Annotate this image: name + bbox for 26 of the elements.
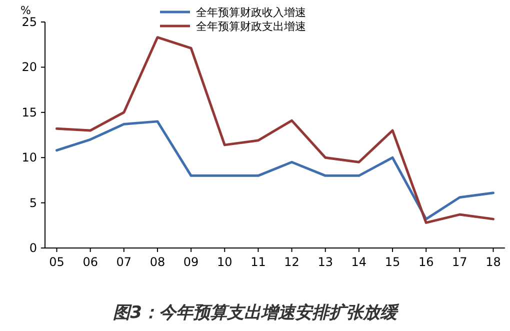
legend-label: 全年预算财政支出增速: [196, 20, 306, 33]
x-tick-label: 06: [82, 255, 98, 269]
line-series: [56, 36, 494, 224]
y-tick-label: 20: [22, 60, 37, 74]
x-tick-label: 17: [452, 255, 468, 269]
x-tick-label: 05: [49, 255, 64, 269]
x-tick-label: 07: [116, 255, 132, 269]
y-tick-label: 10: [22, 150, 37, 165]
line-series: [56, 120, 494, 220]
x-tick-label: 09: [183, 255, 199, 269]
x-tick-label: 16: [418, 255, 434, 269]
y-tick-label: 0: [29, 241, 37, 255]
x-tick-label: 11: [250, 255, 266, 269]
x-tick-label: 15: [384, 255, 400, 269]
x-tick-label: 12: [284, 255, 300, 269]
y-tick-label: 15: [22, 105, 37, 120]
x-tick-label: 13: [318, 255, 334, 269]
y-axis-title: %: [20, 4, 31, 17]
x-tick-label: 18: [486, 255, 501, 269]
y-tick-label: 25: [22, 15, 37, 29]
x-tick-label: 08: [150, 255, 166, 269]
x-tick-label: 10: [216, 255, 232, 269]
y-tick-label: 5: [29, 196, 37, 210]
x-tick-label: 14: [351, 255, 367, 269]
legend-label: 全年预算财政收入增速: [196, 6, 306, 19]
text: 图3：今年预算支出增速安排扩张放缓: [113, 303, 400, 323]
